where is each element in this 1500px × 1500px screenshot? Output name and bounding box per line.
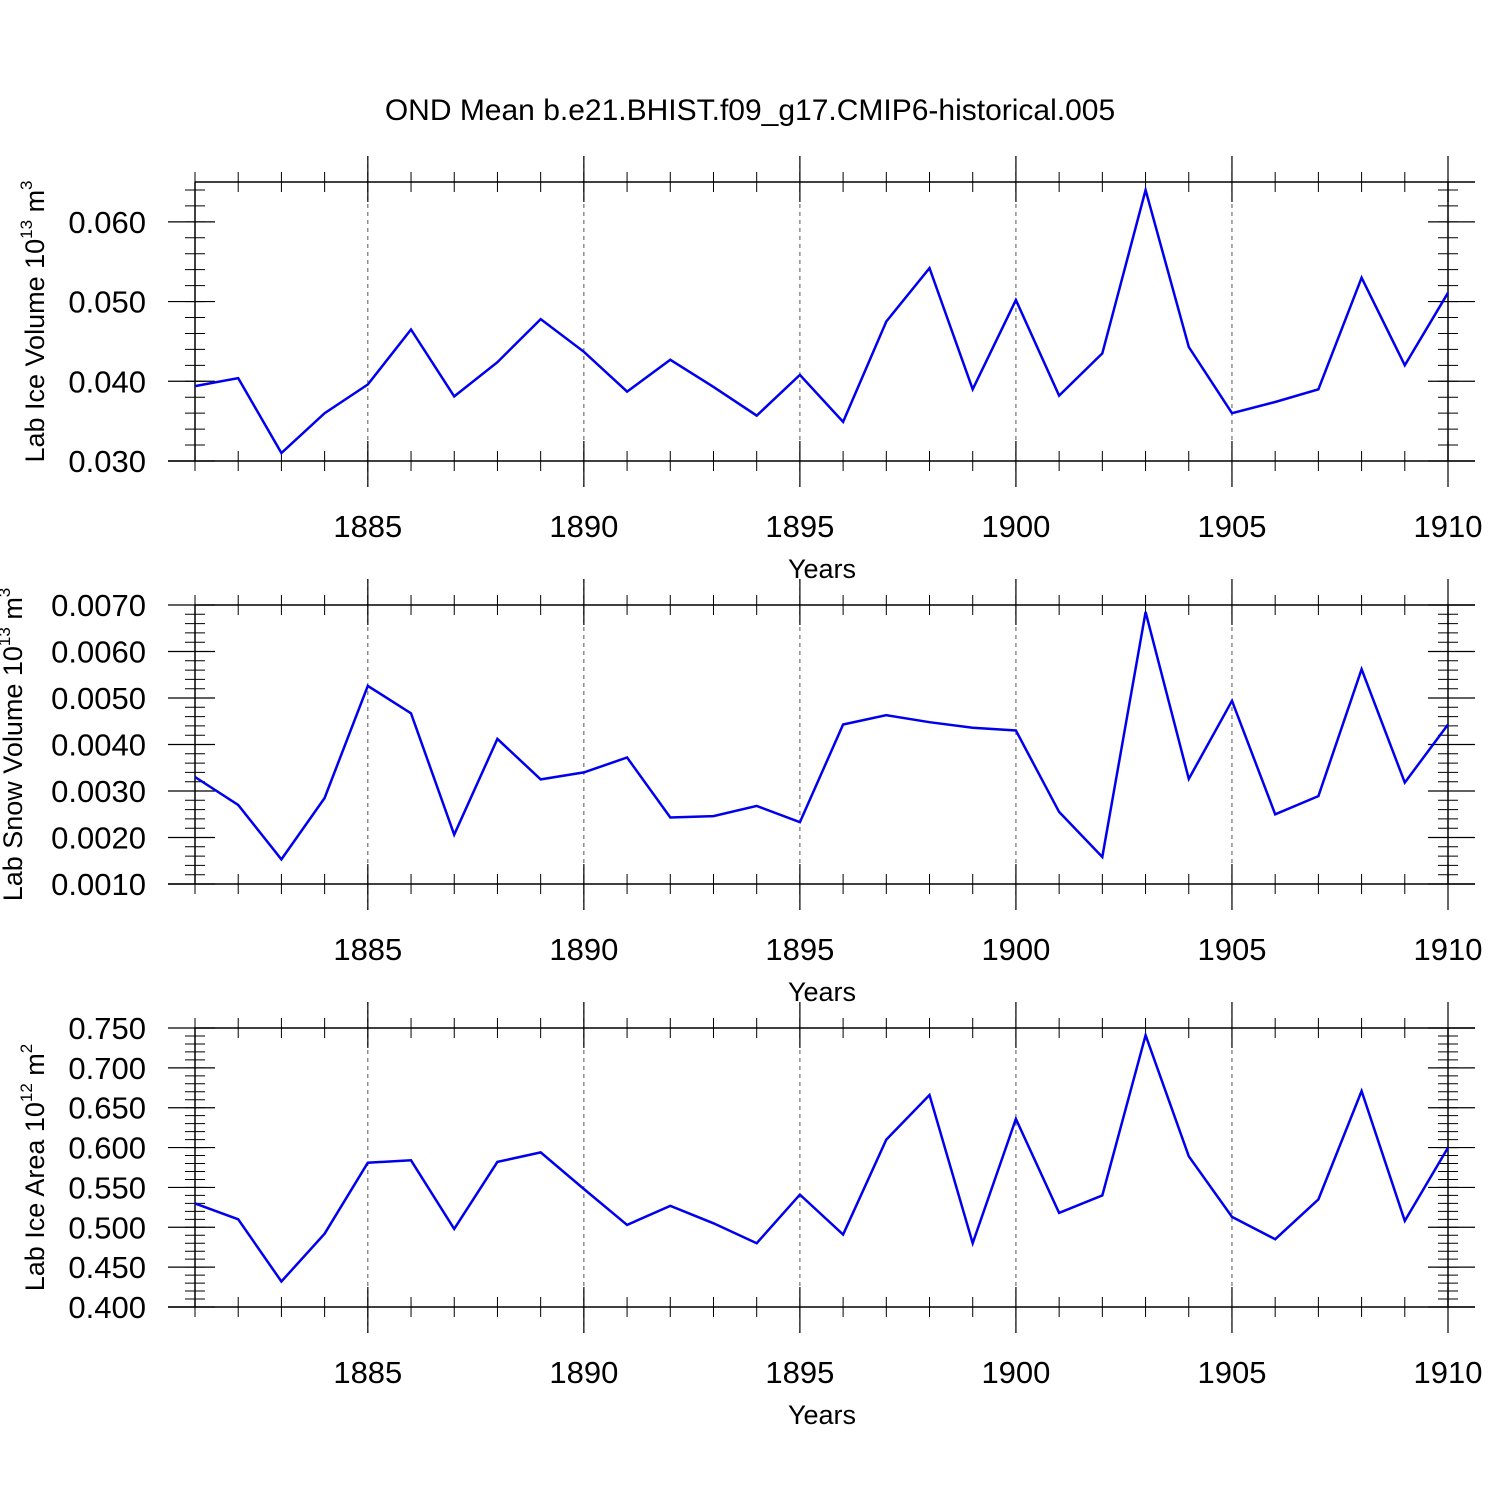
y-tick-label: 0.0050	[51, 681, 146, 716]
x-tick-label: 1890	[549, 1355, 618, 1390]
y-tick-label: 0.450	[68, 1250, 146, 1285]
panel-ice-area: 0.400 0.450 0.500 0.550 0.600 0.650 0.700 0.750…	[17, 1002, 1482, 1430]
y-tick-label: 0.550	[68, 1170, 146, 1205]
y-tick-label: 0.0060	[51, 635, 146, 670]
x-tick-label: 1910	[1414, 1355, 1483, 1390]
y-tick-label: 0.050	[68, 285, 146, 320]
x-tick-label: 1900	[981, 509, 1050, 544]
x-tick-label: 1910	[1414, 509, 1483, 544]
y-tick-label: 0.650	[68, 1091, 146, 1126]
panel-snow-volume: 0.0010 0.0020 0.0030 0.0040 0.0050 0.0060 0.00…	[0, 579, 1482, 1007]
y-tick-label: 0.0040	[51, 728, 146, 763]
x-tick-label: 1905	[1197, 509, 1266, 544]
x-tick-label: 1900	[981, 1355, 1050, 1390]
y-tick-label: 0.030	[68, 444, 146, 479]
x-tick-label: 1885	[333, 932, 402, 967]
series-line	[194, 611, 1450, 862]
y-tick-label: 0.0010	[51, 867, 146, 902]
y-tick-label: 0.0020	[51, 821, 146, 856]
x-tick-label: 1910	[1414, 932, 1483, 967]
y-tick-label: 0.040	[68, 364, 146, 399]
x-axis-label: Years	[788, 1400, 856, 1430]
x-tick-label: 1895	[765, 509, 834, 544]
x-axis-label: Years	[788, 977, 856, 1007]
x-tick-label: 1885	[333, 1355, 402, 1390]
y-tick-label: 0.500	[68, 1210, 146, 1245]
x-tick-label: 1885	[333, 509, 402, 544]
y-tick-label: 0.0030	[51, 774, 146, 809]
x-tick-label: 1905	[1197, 1355, 1266, 1390]
series-line	[194, 185, 1450, 455]
x-tick-label: 1890	[549, 932, 618, 967]
x-tick-label: 1900	[981, 932, 1050, 967]
x-tick-label: 1890	[549, 509, 618, 544]
y-tick-label: 0.600	[68, 1131, 146, 1166]
x-tick-label: 1895	[765, 1355, 834, 1390]
y-tick-label: 0.060	[68, 205, 146, 240]
y-tick-label: 0.750	[68, 1011, 146, 1046]
series-line	[194, 1031, 1450, 1284]
chart-title: OND Mean b.e21.BHIST.f09_g17.CMIP6-histo…	[385, 94, 1115, 127]
y-tick-label: 0.400	[68, 1290, 146, 1325]
x-tick-label: 1895	[765, 932, 834, 967]
y-tick-label: 0.0070	[51, 588, 146, 623]
y-axis-label: Lab Ice Volume 1013 m3	[17, 180, 50, 462]
panel-ice-volume: 0.030 0.040 0.050 0.060 1885 1890 1895 1900 1905…	[17, 156, 1482, 584]
x-axis-label: Years	[788, 554, 856, 584]
y-axis-label: Lab Snow Volume 1013 m3	[0, 588, 28, 902]
x-tick-label: 1905	[1197, 932, 1266, 967]
y-tick-label: 0.700	[68, 1051, 146, 1086]
y-axis-label: Lab Ice Area 1012 m2	[17, 1044, 50, 1292]
